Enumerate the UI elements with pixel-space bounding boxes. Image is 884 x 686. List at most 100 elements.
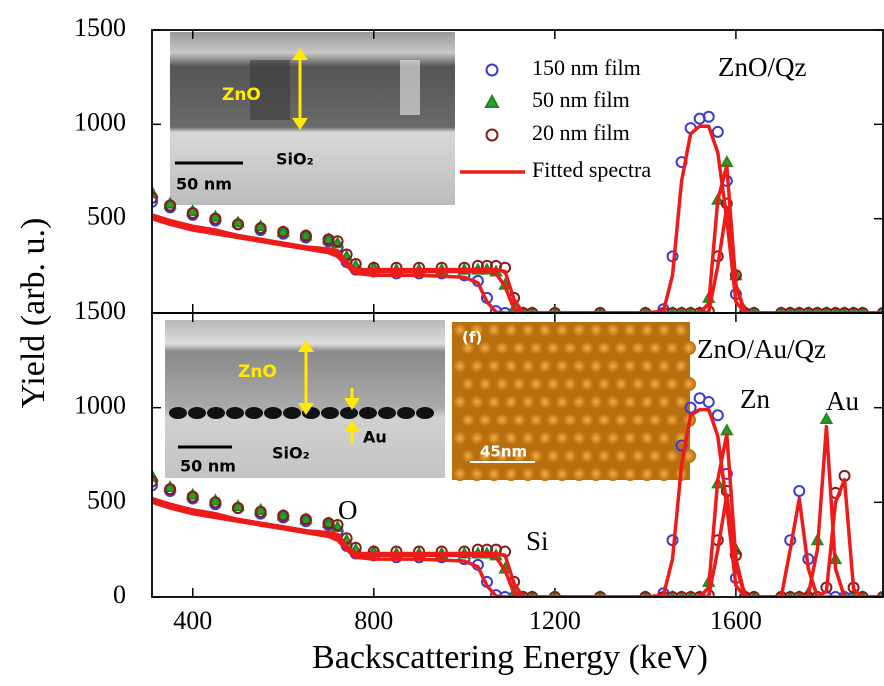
legend-label: 150 nm film <box>532 55 641 80</box>
inset-image <box>416 407 434 419</box>
inset-image <box>264 407 282 419</box>
inset-image <box>397 407 415 419</box>
inset-image <box>631 413 645 427</box>
inset-image <box>674 323 688 337</box>
inset-image <box>188 407 206 419</box>
inset-label: 45nm <box>480 443 527 461</box>
inset-image <box>597 449 611 463</box>
inset-label: ZnO <box>222 85 261 105</box>
y-tick-label: 0 <box>113 580 126 609</box>
inset-image <box>589 323 603 337</box>
data-point <box>704 397 714 407</box>
chart: ZnOSiO₂50 nmZnOSiO₂50 nmAu(f)45nm5001000… <box>0 0 884 686</box>
inset-image <box>453 467 467 481</box>
legend-label: Fitted spectra <box>532 157 651 182</box>
x-tick-label: 1600 <box>710 606 762 635</box>
inset-image <box>563 341 577 355</box>
inset-image <box>400 60 420 115</box>
y-tick-label: 1000 <box>74 107 126 136</box>
inset-image <box>495 341 509 355</box>
inset-image <box>640 359 654 373</box>
inset-image <box>521 323 535 337</box>
inset-label: SiO₂ <box>276 150 314 169</box>
inset-image <box>631 377 645 391</box>
inset-image <box>606 467 620 481</box>
y-tick-label: 500 <box>87 485 126 514</box>
inset-image <box>359 407 377 419</box>
inset-image <box>512 413 526 427</box>
inset-image <box>555 359 569 373</box>
x-tick-label: 800 <box>354 606 393 635</box>
inset-image <box>606 431 620 445</box>
inset-image <box>572 467 586 481</box>
inset-image <box>340 407 358 419</box>
inset-image <box>674 359 688 373</box>
inset-image <box>563 377 577 391</box>
inset-image <box>555 323 569 337</box>
inset-image <box>538 359 552 373</box>
inset-image <box>640 395 654 409</box>
inset-image <box>623 467 637 481</box>
inset-image <box>555 395 569 409</box>
inset-label: (f) <box>462 329 482 347</box>
inset-image <box>572 359 586 373</box>
legend-marker <box>487 130 498 141</box>
inset-image <box>453 395 467 409</box>
inset-label: Au <box>363 428 387 447</box>
inset-image <box>512 377 526 391</box>
inset-image <box>597 377 611 391</box>
inset-image <box>378 407 396 419</box>
inset-image <box>504 395 518 409</box>
inset-image <box>657 467 671 481</box>
inset-image <box>321 407 339 419</box>
inset-image <box>504 467 518 481</box>
inset-image <box>487 395 501 409</box>
inset-image <box>657 431 671 445</box>
data-point <box>713 127 723 137</box>
inset-image <box>461 413 475 427</box>
inset-image <box>648 341 662 355</box>
legend-marker <box>486 96 498 107</box>
inset-image <box>614 449 628 463</box>
inset-label: ZnO <box>238 362 277 382</box>
inset-image <box>470 467 484 481</box>
inset-image <box>580 449 594 463</box>
inset-image <box>487 323 501 337</box>
inset-image <box>657 395 671 409</box>
inset-image <box>529 449 543 463</box>
inset-image <box>648 413 662 427</box>
inset-image <box>597 413 611 427</box>
legend-label: 50 nm film <box>532 87 630 112</box>
inset-image <box>682 377 696 391</box>
inset-image <box>461 449 475 463</box>
inset-image <box>538 323 552 337</box>
inset-image <box>606 323 620 337</box>
inset-image <box>546 413 560 427</box>
inset-image <box>614 341 628 355</box>
inset-image <box>555 467 569 481</box>
inset-image <box>648 377 662 391</box>
inset-image <box>606 395 620 409</box>
inset-image <box>597 341 611 355</box>
inset-image <box>589 431 603 445</box>
inset-image <box>169 407 187 419</box>
inset-image <box>682 341 696 355</box>
inset-image <box>478 377 492 391</box>
inset-image <box>614 413 628 427</box>
inset-image <box>521 359 535 373</box>
inset-image <box>589 359 603 373</box>
inset-image <box>546 341 560 355</box>
inset-image <box>538 467 552 481</box>
y-axis-title: Yield (arb. u.) <box>15 218 52 409</box>
legend-marker <box>487 65 498 76</box>
y-tick-label: 1000 <box>74 391 126 420</box>
x-tick-label: 400 <box>173 606 212 635</box>
inset-image <box>572 431 586 445</box>
inset-image <box>640 467 654 481</box>
inset-image <box>623 359 637 373</box>
y-tick-label: 500 <box>87 202 126 231</box>
inset-image <box>283 407 301 419</box>
inset-image <box>226 407 244 419</box>
inset-image <box>521 467 535 481</box>
x-axis-title: Backscattering Energy (keV) <box>312 639 708 676</box>
